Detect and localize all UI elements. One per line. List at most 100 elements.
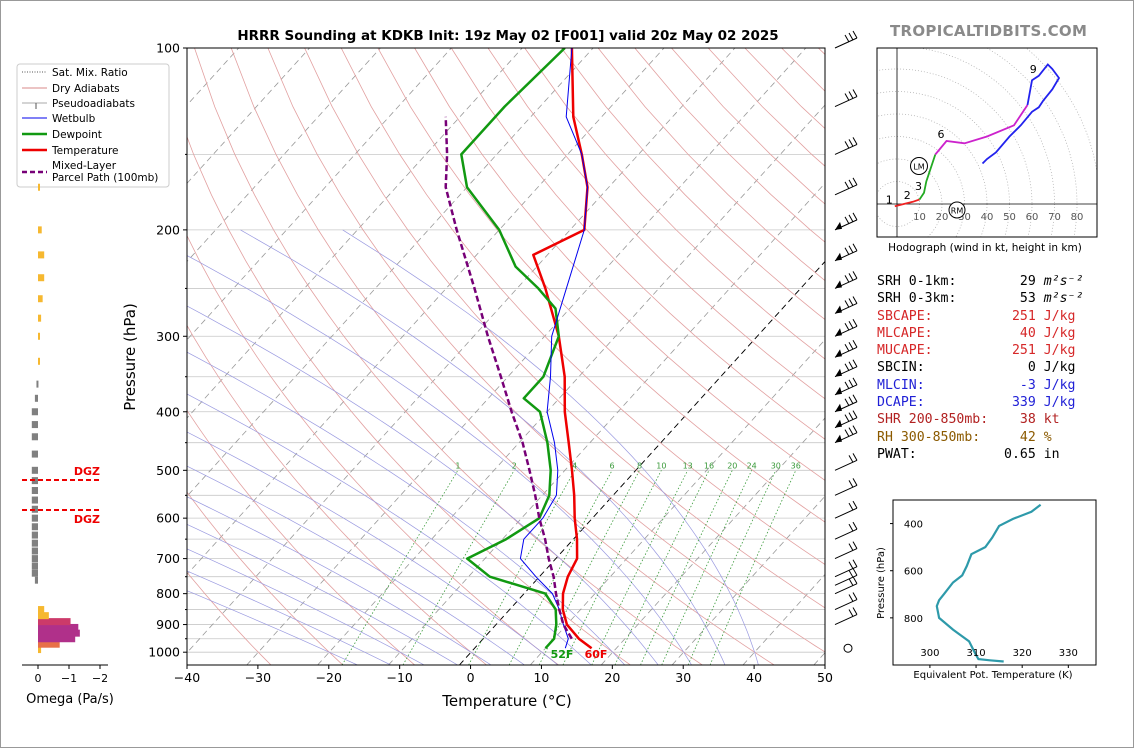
- hodograph-ring-label: 30: [958, 212, 971, 223]
- series-mixed-layer-parcel-path-100mb: [444, 116, 573, 640]
- y-tick-label: 600: [156, 511, 180, 526]
- stat-unit: J/kg: [1043, 360, 1076, 376]
- wind-barb: [834, 243, 858, 262]
- hodograph-trace: [894, 63, 1061, 208]
- omega-axis-label: Omega (Pa/s): [26, 692, 114, 707]
- mixing-ratio-line: [687, 470, 777, 665]
- wind-barb-feather: [852, 377, 858, 386]
- omega-bar: [31, 547, 38, 555]
- wind-barb-feather: [844, 429, 850, 437]
- theta-e-x-tick-label: 310: [966, 648, 985, 659]
- stat-value: -3: [996, 377, 1044, 393]
- mixing-ratio-label: 4: [572, 461, 577, 470]
- omega-panel: 0 −1 −2 Omega (Pa/s) DGZ DGZ: [22, 183, 114, 707]
- brand-watermark: TROPICALTIDBITS.COM: [890, 22, 1088, 40]
- wind-barb-staff: [834, 184, 858, 196]
- wind-barb-feather: [852, 521, 858, 530]
- wind-barb-feather: [844, 34, 850, 43]
- omega-bar: [31, 523, 38, 531]
- legend-label-wetbulb: Wetbulb: [52, 113, 96, 125]
- wind-barb-feather: [848, 412, 854, 420]
- theta-e-frame: [892, 499, 1097, 666]
- stat-unit: %: [1043, 429, 1052, 445]
- wind-barb-feather: [844, 216, 850, 225]
- mixing-ratio-line: [614, 470, 710, 665]
- stat-label: RH 300-850mb:: [877, 429, 997, 445]
- wind-barb: [834, 89, 858, 108]
- left-mover-label: LM: [913, 163, 924, 172]
- mixing-ratio-label: 24: [747, 461, 757, 470]
- isotherm-line: [187, 48, 310, 184]
- isotherm-line: [246, 48, 807, 665]
- wind-barb-feather: [844, 381, 850, 390]
- wind-barb-feather: [848, 455, 854, 463]
- omega-bar: [38, 640, 60, 648]
- stats-panel: SRH 0-1km: 29 m²s⁻² SRH 0-3km: 53 m²s⁻² SB…: [877, 273, 1083, 463]
- wind-barb-feather: [848, 396, 854, 405]
- skewt-axes-frame: [186, 47, 826, 666]
- hodograph-segment: [894, 198, 920, 208]
- left-mover-marker: [910, 157, 928, 175]
- wind-barbs: [834, 30, 858, 653]
- hodograph-ring-label: 20: [936, 212, 949, 223]
- legend-label-parcel-2: Parcel Path (100mb): [52, 172, 158, 184]
- wind-barb-feather: [844, 141, 850, 149]
- dry-adiabat-line: [377, 48, 825, 523]
- legend-label-temperature: Temperature: [51, 145, 119, 157]
- stat-unit: J/kg: [1043, 325, 1076, 341]
- wind-barb-pennant: [835, 386, 842, 395]
- x-tick-label: −20: [316, 670, 342, 685]
- omega-bar: [38, 314, 42, 322]
- wind-barb-feather: [844, 344, 850, 352]
- wind-barb-staff: [834, 574, 858, 586]
- mixing-ratio-line: [341, 470, 459, 665]
- omega-bar: [31, 487, 38, 495]
- mixing-ratio-label: 20: [727, 461, 737, 470]
- dry-adiabat-line: [414, 48, 825, 481]
- wind-barb-staff: [834, 459, 858, 471]
- wind-barb-feather: [848, 561, 854, 569]
- y-tick-label: 500: [156, 463, 180, 478]
- stat-unit: J/kg: [1043, 377, 1076, 393]
- stat-row: SRH 0-1km: 29 m²s⁻²: [877, 273, 1083, 290]
- omega-tick-label-0: 0: [35, 672, 42, 685]
- wind-barb-pennant: [835, 419, 842, 428]
- pseudoadiabat-line: [187, 351, 626, 665]
- stat-label: DCAPE:: [877, 395, 997, 411]
- wind-barb: [834, 30, 858, 49]
- wind-barb-feather: [844, 323, 850, 331]
- wind-barb-feather: [848, 523, 854, 532]
- omega-bar: [38, 629, 80, 637]
- wind-barb-feather: [848, 502, 854, 511]
- omega-bar: [38, 618, 71, 626]
- wind-barb: [834, 425, 858, 444]
- y-axis-label: Pressure (hPa): [121, 303, 139, 411]
- theta-e-y-tick-label: 600: [904, 567, 923, 578]
- wind-barb-feather: [848, 321, 854, 329]
- omega-bar: [34, 394, 38, 402]
- wind-barb-feather: [848, 32, 854, 41]
- omega-bar: [38, 332, 40, 340]
- omega-bar: [31, 514, 38, 522]
- wind-barb-staff: [834, 507, 858, 519]
- wind-barb-feather: [844, 398, 850, 407]
- skewt-plot: 1 2 4 6 8 10 13 16 20 24 30 36 −40 −30 −20 −10 0 10 20 30 4…: [121, 30, 858, 710]
- omega-bar: [31, 433, 38, 441]
- right-mover-marker: [948, 201, 966, 219]
- wind-barb-feather: [852, 607, 858, 615]
- wind-barb-feather: [848, 609, 854, 617]
- wind-barb-feather: [848, 379, 854, 388]
- legend-label-parcel-1: Mixed-Layer: [52, 160, 117, 172]
- dry-adiabat-line: [187, 135, 631, 665]
- dgz-bottom-label: DGZ: [74, 513, 100, 526]
- pseudoadiabat-line: [240, 229, 726, 665]
- hodograph-ring-label: 40: [981, 212, 994, 223]
- wind-barb-feather: [848, 298, 854, 306]
- wind-barb-feather: [852, 271, 858, 279]
- wind-barb-pennant: [835, 434, 842, 443]
- mixing-ratio-label: 13: [683, 461, 693, 470]
- wind-barb-feather: [852, 319, 858, 327]
- stat-row: SHR 200-850mb: 38 kt: [877, 411, 1083, 428]
- dry-adiabat-line: [487, 48, 825, 400]
- wind-barb: [834, 559, 858, 578]
